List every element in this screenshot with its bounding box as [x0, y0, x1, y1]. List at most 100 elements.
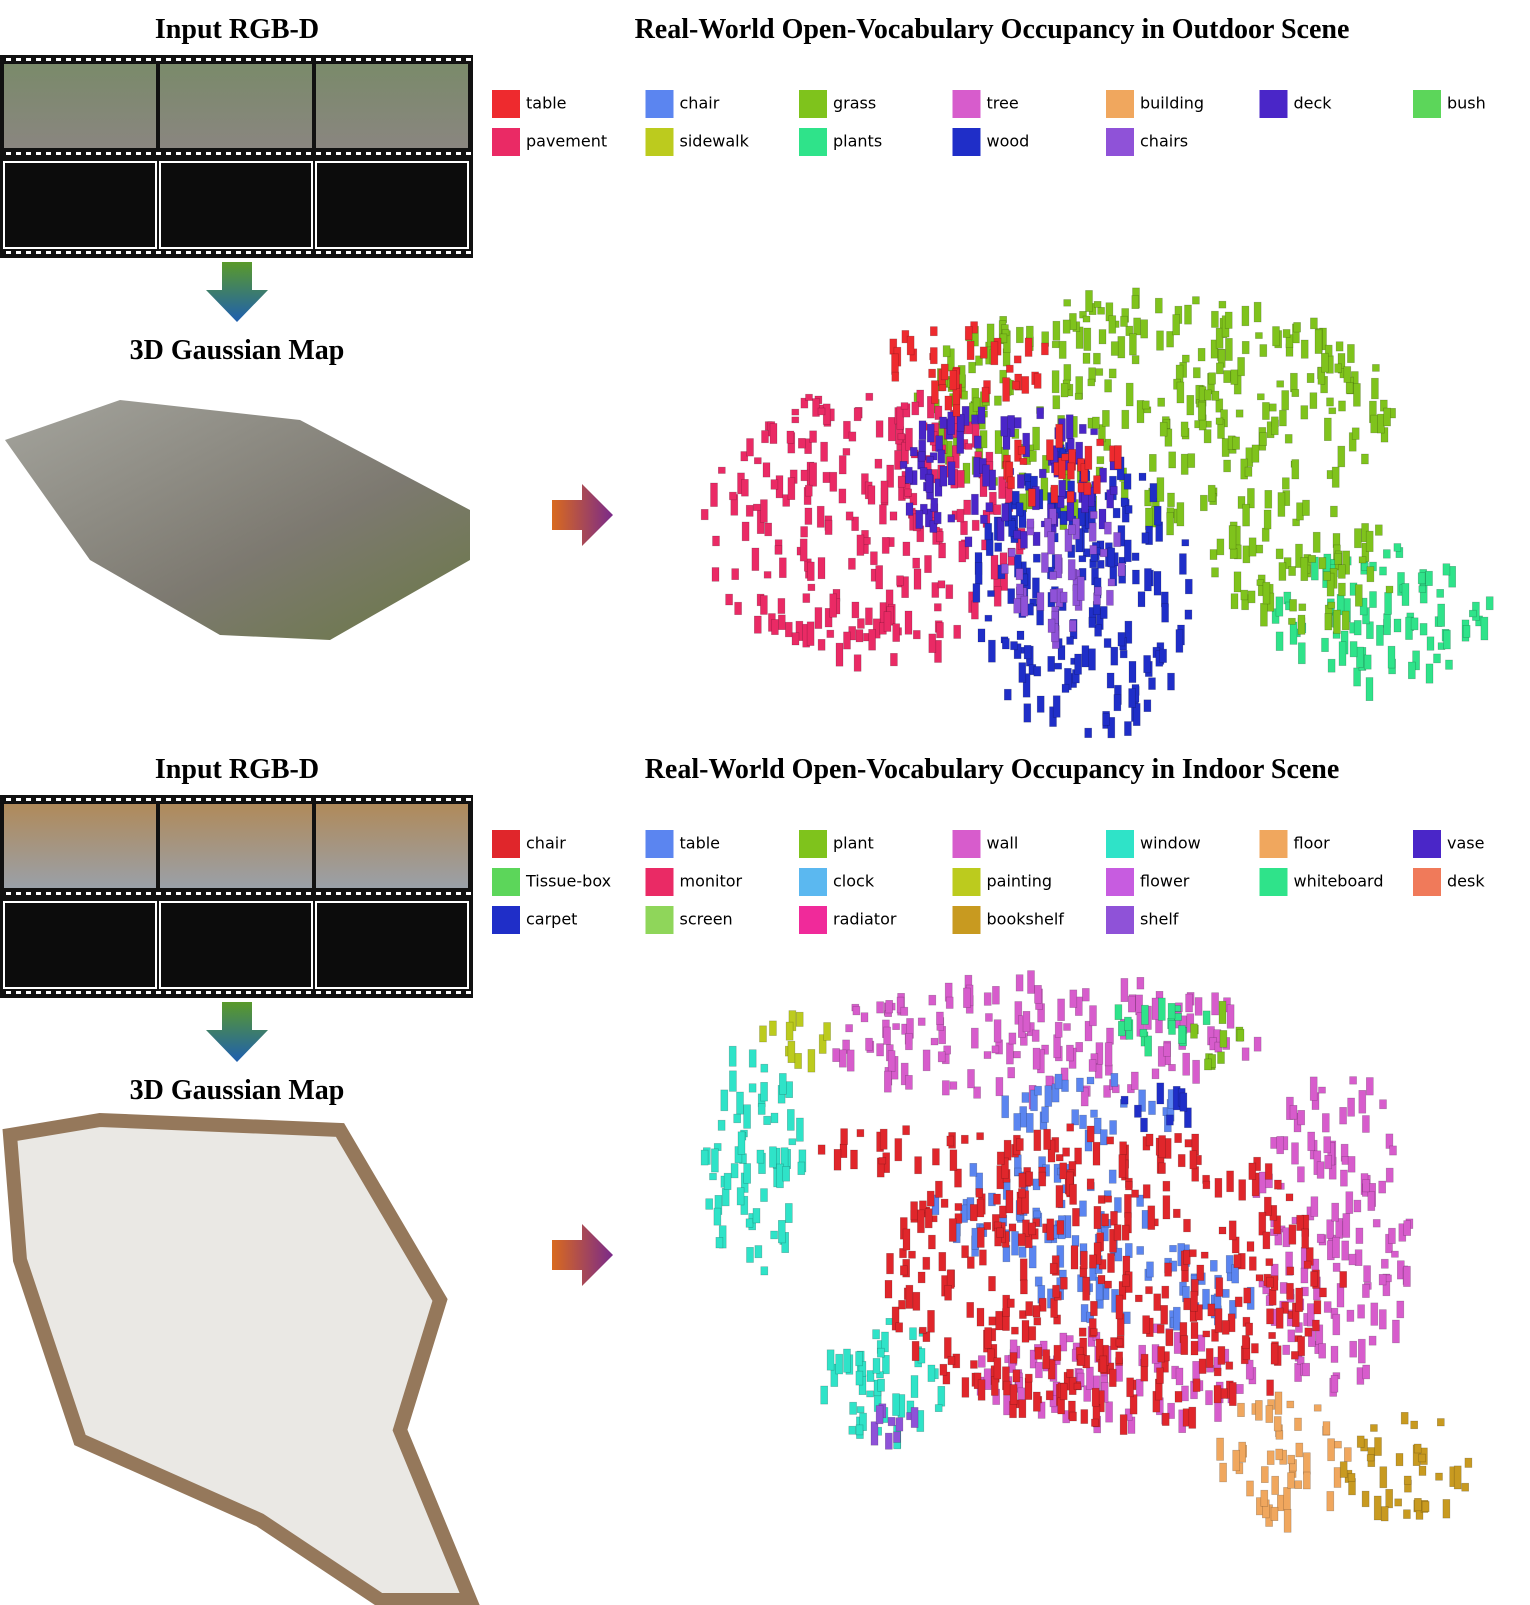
- voxel: [804, 484, 813, 497]
- voxel: [1435, 1472, 1443, 1481]
- voxel: [1286, 1400, 1295, 1409]
- perforation: [416, 798, 421, 801]
- perforation: [466, 892, 471, 895]
- voxel: [976, 1307, 985, 1327]
- perforation: [456, 892, 461, 895]
- perforation: [156, 892, 161, 895]
- voxel: [977, 1355, 986, 1368]
- voxel: [1205, 1390, 1213, 1406]
- voxel: [1391, 1250, 1399, 1258]
- voxel: [912, 630, 921, 640]
- voxel: [1393, 543, 1402, 552]
- voxel: [1192, 296, 1200, 305]
- perforation: [236, 152, 241, 155]
- voxel: [886, 464, 895, 488]
- voxel: [705, 1198, 714, 1210]
- voxel: [1128, 995, 1136, 1013]
- voxel: [1098, 329, 1107, 345]
- voxel: [927, 1309, 935, 1333]
- voxel: [929, 520, 938, 533]
- voxel: [1226, 1170, 1234, 1193]
- voxel: [849, 1401, 857, 1415]
- voxel: [1255, 332, 1263, 339]
- perforation: [226, 251, 231, 254]
- voxel: [806, 561, 815, 582]
- voxel: [822, 471, 831, 484]
- voxel: [1366, 621, 1374, 640]
- perforation: [196, 58, 201, 61]
- map-title: 3D Gaussian Map: [130, 335, 345, 366]
- voxel: [1174, 1132, 1182, 1143]
- voxel: [964, 325, 973, 341]
- voxel: [1271, 416, 1279, 436]
- perforation: [356, 152, 361, 155]
- voxel: [1308, 554, 1316, 563]
- perforation: [426, 251, 431, 254]
- voxel: [891, 1306, 900, 1331]
- voxel: [1321, 352, 1329, 373]
- perforation: [266, 991, 271, 994]
- voxel: [743, 1163, 752, 1184]
- input-title: Input RGB-D: [155, 14, 319, 45]
- voxel: [983, 1221, 992, 1230]
- voxel: [1192, 1059, 1200, 1084]
- voxel: [1089, 510, 1098, 519]
- voxel: [971, 519, 980, 531]
- voxel: [1020, 1279, 1028, 1295]
- perforation: [216, 152, 221, 155]
- voxel: [1028, 1245, 1037, 1269]
- perforation: [56, 991, 61, 994]
- voxel: [1008, 1223, 1017, 1232]
- voxel: [1237, 1402, 1245, 1418]
- perforation: [296, 991, 301, 994]
- perforation: [436, 892, 441, 895]
- perforation: [266, 892, 271, 895]
- voxel: [1183, 1249, 1191, 1265]
- perforation: [336, 991, 341, 994]
- perforation: [426, 798, 431, 801]
- voxel: [817, 557, 826, 580]
- voxel: [1412, 650, 1420, 671]
- voxel: [1485, 596, 1494, 611]
- perforation: [416, 152, 421, 155]
- voxel: [1082, 352, 1091, 364]
- voxel: [1085, 290, 1093, 312]
- voxel: [1110, 1210, 1118, 1226]
- voxel: [1281, 1301, 1289, 1314]
- voxel: [818, 1034, 827, 1054]
- voxel: [1083, 327, 1092, 351]
- voxel: [894, 450, 902, 470]
- voxel: [752, 503, 761, 512]
- voxel: [1286, 1282, 1294, 1300]
- voxel: [1277, 492, 1286, 517]
- perforation: [326, 892, 331, 895]
- voxel: [1021, 1320, 1030, 1343]
- voxel: [971, 414, 979, 425]
- voxel: [1195, 1304, 1203, 1321]
- voxel: [1008, 1032, 1017, 1045]
- rgb-frame: [4, 64, 156, 148]
- voxel: [733, 1113, 742, 1124]
- perforation: [306, 991, 311, 994]
- voxel: [1241, 1335, 1250, 1349]
- perforation: [56, 152, 61, 155]
- perforation: [286, 251, 291, 254]
- voxel: [887, 1050, 896, 1072]
- voxel: [1282, 329, 1291, 338]
- perforation: [276, 152, 281, 155]
- perforation: [346, 991, 351, 994]
- voxel: [1104, 1280, 1112, 1289]
- voxel: [1003, 1139, 1012, 1161]
- perforation: [426, 892, 431, 895]
- legend-swatch: [1106, 868, 1134, 896]
- voxel: [881, 536, 890, 554]
- voxel: [1008, 548, 1016, 557]
- voxel: [1107, 578, 1116, 587]
- depth-frame: [3, 161, 157, 249]
- voxel: [947, 1356, 956, 1366]
- voxel: [1197, 401, 1206, 421]
- right-arrow: [552, 484, 613, 546]
- voxel: [904, 466, 913, 484]
- voxel: [853, 654, 862, 672]
- voxel: [1126, 1377, 1134, 1398]
